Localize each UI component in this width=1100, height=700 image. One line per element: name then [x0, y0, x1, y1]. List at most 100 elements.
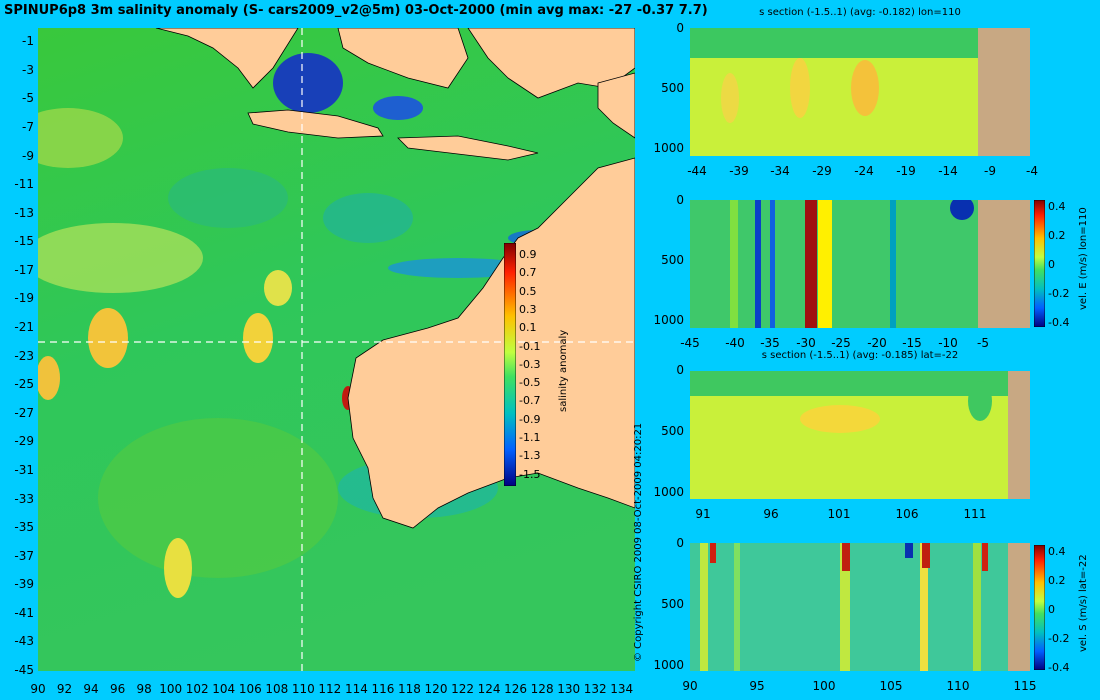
section2-colorbar: [1034, 200, 1045, 327]
map-y-tick-label: -15: [14, 234, 34, 249]
map-x-tick-label: 118: [398, 682, 421, 696]
map-x-tick-label: 92: [56, 682, 73, 696]
anomaly-patch: [264, 270, 292, 306]
map-y-tick-label: -31: [14, 462, 34, 477]
colorbar-label: salinity anomaly: [558, 329, 569, 412]
map-x-tick-label: 100: [159, 682, 183, 696]
section-x-tick-label: -9: [984, 164, 996, 178]
section-y-tick-label: 500: [661, 597, 684, 611]
section-y-tick-label: 500: [661, 424, 684, 438]
anomaly-patch: [88, 308, 128, 368]
map-y-tick-label: -1: [22, 34, 34, 49]
section2-colorbar-label: vel. E (m/s) lon=110: [1078, 207, 1089, 310]
colorbar-tick-label: 0.1: [519, 321, 537, 335]
map-x-tick-label: 114: [344, 682, 368, 696]
land-java: [247, 109, 384, 139]
map-x-tick-label: 90: [30, 682, 46, 696]
section-y-tick-label: 1000: [653, 313, 684, 327]
colorbar-tick-label: -0.7: [519, 394, 541, 408]
section-x-tick-label: -30: [796, 336, 816, 350]
map-x-tick-label: 102: [185, 682, 209, 696]
colorbar-tick-label: -1.3: [519, 449, 541, 463]
map-y-tick-label: -7: [22, 120, 34, 135]
section4-plot: [690, 543, 1030, 671]
section-x-tick-label: 91: [695, 507, 711, 521]
section-x-tick-label: 96: [763, 507, 779, 521]
section-x-tick-label: -14: [938, 164, 958, 178]
section3-title: s section (-1.5..1) (avg: -0.185) lat=-2…: [761, 350, 959, 361]
section-x-tick-label: 105: [879, 679, 903, 693]
velocity-colorbar-tick-label: -0.4: [1048, 316, 1070, 329]
anomaly-patch: [243, 313, 273, 363]
salinity-colorbar: [504, 243, 516, 486]
section-x-tick-label: -34: [770, 164, 790, 178]
section-x-tick-label: -35: [760, 336, 780, 350]
section-x-tick-label: -19: [896, 164, 916, 178]
map-y-tick-label: -45: [14, 663, 34, 677]
colorbar-tick-label: -1.5: [519, 467, 541, 481]
map-y-tick-label: -5: [22, 91, 34, 106]
map-y-tick-label: -9: [22, 148, 34, 163]
section1-title: s section (-1.5..1) (avg: -0.182) lon=11…: [759, 7, 961, 18]
colorbar-tick-label: -0.5: [519, 376, 541, 390]
map-x-tick-label: 106: [238, 682, 262, 696]
colorbar-tick-label: -1.1: [519, 431, 541, 444]
velocity-colorbar-tick-label: 0: [1048, 603, 1055, 616]
section-y-tick-label: 1000: [653, 485, 684, 499]
anomaly-patch: [168, 168, 288, 228]
section-x-tick-label: 115: [1013, 679, 1037, 693]
map-x-tick-label: 108: [265, 682, 289, 696]
map-x-tick-label: 96: [109, 682, 126, 696]
section-x-tick-label: -15: [902, 336, 922, 350]
map-x-tick-label: 112: [318, 682, 342, 696]
section-y-tick-label: 1000: [653, 141, 684, 155]
section-x-tick-label: -4: [1026, 164, 1038, 178]
section-y-tick-label: 500: [661, 253, 684, 267]
land-sumatra: [155, 28, 299, 89]
velocity-colorbar-tick-label: -0.4: [1048, 661, 1070, 674]
section2-plot: [690, 200, 1030, 328]
map-x-tick-label: 120: [424, 682, 448, 696]
map-y-tick-label: -17: [14, 262, 34, 277]
colorbar-tick-label: -0.3: [519, 357, 541, 371]
map-y-tick-label: -27: [14, 405, 34, 420]
anomaly-patch: [164, 538, 192, 598]
salinity-map: [38, 28, 635, 671]
anomaly-patch: [323, 193, 413, 243]
land-nusa-tenggara: [397, 135, 539, 161]
section-x-tick-label: -25: [831, 336, 851, 350]
colorbar-tick-label: 0.3: [519, 302, 537, 316]
anomaly-patch: [38, 356, 60, 400]
map-y-tick-label: -21: [14, 320, 34, 335]
map-y-tick-label: -25: [14, 377, 34, 392]
section-y-tick-label: 0: [676, 536, 684, 550]
colorbar-tick-label: 0.5: [519, 284, 537, 298]
map-x-tick-label: 132: [583, 682, 607, 696]
section-x-tick-label: -45: [680, 336, 700, 350]
colorbar-tick-label: 0.9: [519, 248, 537, 261]
section4-colorbar-label: vel. S (m/s) lat=-22: [1078, 554, 1089, 652]
map-y-tick-label: -3: [22, 62, 34, 77]
section-x-tick-label: -24: [854, 164, 874, 178]
colorbar-tick-label: -0.1: [519, 339, 541, 353]
map-x-tick-label: 126: [504, 682, 528, 696]
section-x-tick-label: 95: [749, 679, 765, 693]
velocity-colorbar-tick-label: 0.2: [1048, 574, 1066, 587]
map-x-tick-label: 116: [371, 682, 395, 696]
anomaly-patch: [98, 418, 338, 578]
section-x-tick-label: 100: [812, 679, 836, 693]
section-y-tick-label: 0: [676, 363, 684, 377]
land-borneo: [337, 28, 469, 89]
map-y-tick-label: -13: [14, 205, 34, 220]
anomaly-patch: [38, 223, 203, 293]
map-y-tick-label: -37: [14, 548, 34, 563]
section-x-tick-label: 90: [682, 679, 698, 693]
section-x-tick-label: -29: [812, 164, 832, 178]
map-x-tick-label: 110: [291, 682, 315, 696]
section-y-tick-label: 500: [661, 81, 684, 95]
map-y-tick-label: -41: [14, 605, 34, 620]
section-x-tick-label: 101: [827, 507, 851, 521]
section-x-tick-label: -39: [729, 164, 749, 178]
map-y-tick-label: -33: [14, 491, 34, 506]
section-x-tick-label: -20: [867, 336, 887, 350]
